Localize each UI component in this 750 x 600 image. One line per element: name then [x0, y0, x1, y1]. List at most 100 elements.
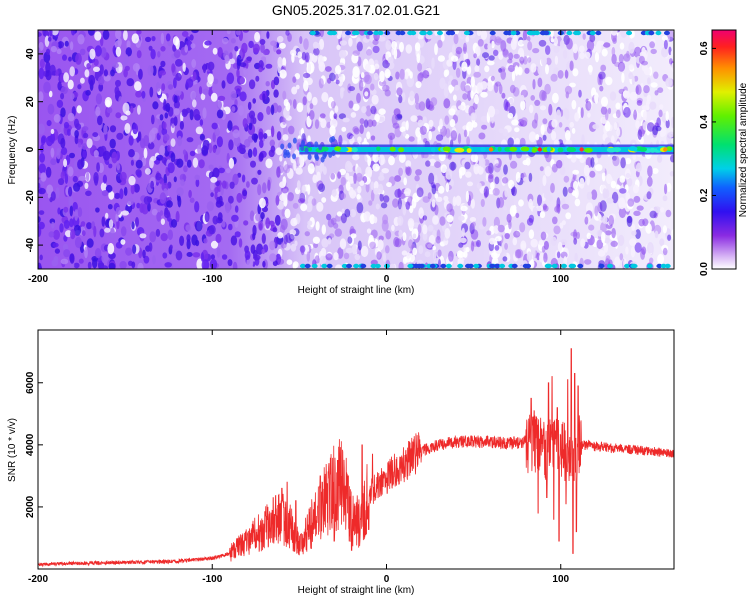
snr-y-ticks: 2000 4000 6000	[25, 371, 43, 518]
edge-band-blob	[648, 30, 655, 36]
edge-band-blob	[373, 30, 380, 36]
edge-band-blob	[499, 263, 506, 269]
edge-band-blob	[416, 263, 423, 269]
colorbar-gradient	[712, 30, 736, 269]
edge-band-blob	[346, 263, 353, 269]
signal-track-peak	[579, 147, 584, 152]
y-tick-label: 6000	[25, 371, 36, 394]
edge-band-blob	[560, 263, 567, 269]
edge-band-blob	[656, 263, 663, 269]
y-tick-label: 40	[25, 48, 36, 60]
edge-band-blob	[440, 263, 447, 269]
signal-track-blob	[466, 148, 472, 153]
edge-band-blob	[410, 30, 417, 36]
y-tick-label: -40	[25, 237, 36, 252]
edge-band-blob	[345, 30, 352, 36]
edge-band-blob	[489, 263, 496, 269]
edge-band-blob	[568, 263, 575, 269]
snr-series-line	[38, 348, 674, 568]
edge-band-blob	[577, 263, 584, 269]
x-tick-label: -100	[202, 274, 222, 285]
colorbar-ticks: 0.0 0.2 0.4 0.6	[699, 41, 716, 276]
signal-track-blob	[334, 146, 342, 152]
signal-track-blob	[454, 147, 465, 153]
edge-band-blob	[309, 30, 316, 36]
snr-y-label: SNR (10 * v/v)	[7, 418, 18, 482]
signal-track-blob	[398, 147, 405, 153]
x-tick-label: 100	[552, 574, 569, 585]
colorbar-tick-label: 0.4	[699, 115, 710, 129]
snr-panel: -200 -100 0 100 2000 4000 6000 Height of stra…	[7, 329, 675, 596]
signal-track-blob	[546, 146, 551, 152]
x-tick-label: 100	[552, 274, 569, 285]
signal-track-blob	[389, 146, 396, 152]
signal-track-blob	[497, 146, 502, 152]
edge-band-blob	[663, 30, 670, 36]
signal-track-blob	[612, 147, 622, 153]
edge-band-blob	[575, 30, 582, 36]
edge-band-blob	[436, 30, 443, 36]
signal-track-peak	[488, 147, 494, 152]
signal-track-peak	[663, 147, 668, 152]
signal-track-core	[299, 147, 674, 152]
x-tick-label: -200	[28, 574, 48, 585]
edge-band-blob	[395, 30, 402, 36]
edge-band-blob	[646, 263, 653, 269]
colorbar-tick-label: 0.0	[699, 262, 710, 276]
signal-track-blob	[557, 147, 564, 153]
edge-band-blob	[489, 30, 496, 36]
edge-band-blob	[606, 263, 613, 269]
figure-title: GN05.2025.317.02.01.G21	[272, 2, 440, 18]
spectrogram-y-ticks: -40 -20 0 20 40	[25, 48, 43, 252]
colorbar-label: Normalized spectral amplitude	[738, 82, 749, 217]
edge-band-blob	[543, 30, 550, 36]
edge-band-blob	[299, 263, 306, 269]
edge-band-blob	[331, 30, 338, 36]
edge-band-blob	[341, 263, 348, 269]
signal-track-peak	[537, 147, 543, 152]
edge-band-blob	[551, 263, 558, 269]
edge-band-blob	[377, 30, 384, 36]
spectrogram-x-label: Height of straight line (km)	[298, 285, 415, 296]
snr-x-label: Height of straight line (km)	[298, 585, 415, 596]
edge-band-blob	[426, 30, 433, 36]
edge-band-blob	[445, 263, 452, 269]
x-tick-label: 0	[384, 574, 390, 585]
y-tick-label: 20	[25, 96, 36, 108]
signal-track-blob	[531, 148, 537, 153]
edge-band-blob	[655, 30, 662, 36]
signal-track-blob	[628, 146, 638, 152]
y-tick-label: 0	[25, 146, 36, 152]
signal-track-blob	[504, 146, 512, 152]
edge-band-blob	[353, 263, 360, 269]
spectrogram-y-label: Frequency (Hz)	[7, 116, 18, 185]
x-tick-label: -100	[202, 574, 222, 585]
y-tick-label: 4000	[25, 433, 36, 456]
edge-band-blob	[429, 263, 436, 269]
edge-band-blob	[374, 263, 381, 269]
edge-band-blob	[630, 263, 637, 269]
signal-track-blob	[509, 146, 518, 152]
spectrogram-noise	[38, 30, 674, 269]
signal-track-blob	[480, 147, 486, 152]
edge-band-blob	[463, 30, 470, 36]
edge-band-blob	[473, 263, 480, 269]
snr-frame	[37, 329, 675, 570]
snr-x-ticks: -200 -100 0 100	[28, 330, 570, 585]
edge-band-blob	[598, 263, 605, 269]
signal-track-blob	[430, 147, 436, 153]
x-tick-label: -200	[28, 274, 48, 285]
edge-band-blob	[360, 263, 367, 269]
edge-band-blob	[510, 30, 517, 36]
signal-track-blob	[442, 146, 451, 152]
edge-band-blob	[407, 263, 414, 269]
colorbar-tick-label: 0.6	[699, 41, 710, 55]
edge-band-blob	[528, 30, 535, 36]
signal-track-blob	[376, 146, 381, 152]
edge-band-blob	[367, 30, 374, 36]
signal-track-blob	[666, 146, 673, 152]
edge-band-blob	[351, 30, 358, 36]
edge-band-blob	[660, 263, 667, 269]
